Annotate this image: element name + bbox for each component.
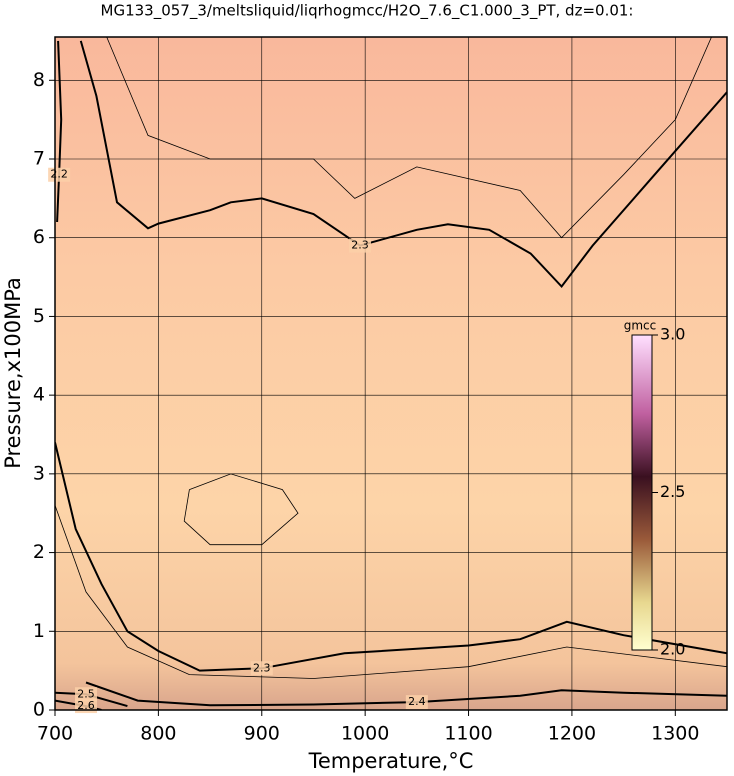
axes: 700 800 900 1000 1100 1200 1300 0 1 2 3 4 5 6 7 8 2.0 2.5… [33, 69, 700, 745]
y-tick-label: 3 [33, 462, 45, 484]
x-tick-label: 1300 [651, 723, 699, 745]
contour-label-bg [48, 167, 71, 182]
colorbar-tick-label: 2.5 [660, 482, 685, 501]
contour-label: 2.5 [77, 687, 95, 700]
x-tick-label: 1100 [444, 723, 492, 745]
x-axis-label: Temperature,°C [308, 749, 474, 773]
contour-line [183, 473, 299, 546]
plot-frame [54, 36, 728, 711]
y-tick-label: 7 [33, 148, 45, 170]
contour-label: 2.6 [77, 699, 95, 712]
contour-label: 2.3 [253, 661, 271, 674]
x-tick-label: 900 [244, 723, 280, 745]
y-tick-label: 6 [33, 226, 45, 248]
contour-label: 2.4 [408, 695, 426, 708]
x-tick-label: 1000 [341, 723, 389, 745]
chart-title: MG133_057_3/meltsliquid/liqrhogmcc/H2O_7… [101, 2, 634, 21]
x-tick-label: 1200 [548, 723, 596, 745]
y-tick-label: 4 [33, 384, 45, 406]
contour-label-bg [250, 661, 273, 676]
y-tick-label: 0 [33, 699, 45, 721]
colorbar [631, 334, 653, 651]
contour-label: 2.3 [351, 239, 369, 252]
x-tick-label: 700 [37, 723, 73, 745]
y-tick-label: 8 [33, 69, 45, 91]
colorbar-tick-label: 2.0 [660, 640, 685, 659]
y-tick-label: 2 [33, 541, 45, 563]
contour-label: 2.2 [50, 168, 68, 181]
x-tick-label: 800 [140, 723, 176, 745]
contour-label-bg [405, 695, 428, 710]
colorbar-tick-label: 3.0 [660, 325, 685, 344]
y-tick-label: 5 [33, 305, 45, 327]
contour-label-bg [348, 238, 371, 253]
contour-line [79, 40, 727, 289]
contour-line [106, 37, 712, 239]
contour-line [56, 40, 63, 223]
y-axis-label: Pressure,x100MPa [1, 277, 25, 469]
plot-background [55, 37, 727, 710]
contour-line [55, 505, 727, 679]
contour-label-bg [75, 687, 98, 702]
colorbar-label: gmcc [624, 319, 657, 333]
y-tick-label: 1 [33, 620, 45, 642]
